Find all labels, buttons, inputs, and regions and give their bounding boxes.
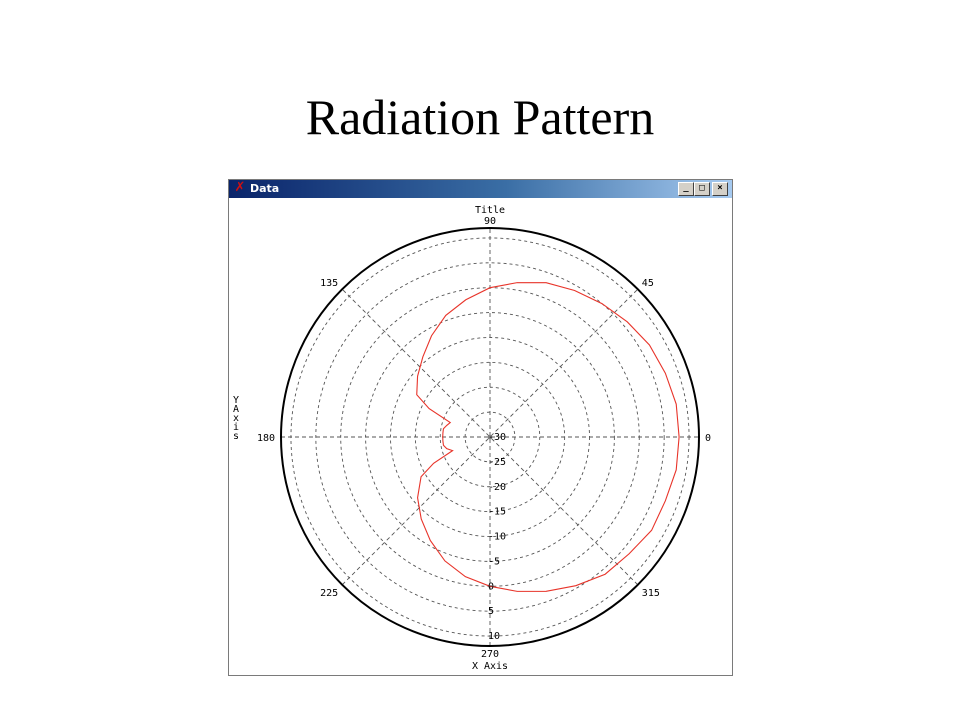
chart-title: Title bbox=[475, 205, 505, 216]
close-icon: × bbox=[717, 183, 723, 193]
tick-labels: 0 45 90 135 180 225 270 315 -30 -25 -20 -15 -10 -5 0 5 1… bbox=[257, 216, 711, 660]
slide-title: Radiation Pattern bbox=[305, 89, 655, 145]
window-title: Data bbox=[250, 182, 280, 195]
close-button[interactable]: × bbox=[712, 182, 728, 196]
x-logo-icon: ✗ bbox=[234, 180, 246, 195]
angle-tick-label: 315 bbox=[642, 588, 660, 599]
pattern-trace-layer bbox=[416, 282, 680, 592]
center-point bbox=[487, 434, 493, 440]
radial-tick-label: -10 bbox=[488, 532, 506, 543]
polar-outline bbox=[280, 227, 700, 647]
angle-tick-label: 135 bbox=[320, 278, 338, 289]
window-titlebar[interactable]: ✗ Data _ □ × bbox=[229, 180, 732, 198]
x-axis-label: X Axis bbox=[472, 661, 508, 672]
minimize-button[interactable]: _ bbox=[678, 182, 694, 196]
angle-tick-label: 45 bbox=[642, 278, 654, 289]
maximize-button[interactable]: □ bbox=[694, 182, 710, 196]
angle-tick-label: 0 bbox=[705, 433, 711, 444]
radial-tick-label: 0 bbox=[488, 581, 494, 592]
angle-tick-label: 270 bbox=[481, 649, 499, 660]
angle-tick-label: 90 bbox=[484, 216, 496, 227]
angle-tick-label: 225 bbox=[320, 588, 338, 599]
radial-tick-label: -5 bbox=[488, 556, 500, 567]
radial-tick-label: -20 bbox=[488, 482, 506, 493]
radial-tick-label: 10 bbox=[488, 631, 500, 642]
radial-tick-label: 5 bbox=[488, 606, 494, 617]
grid-circle bbox=[439, 386, 541, 488]
minimize-icon: _ bbox=[683, 183, 689, 193]
radial-tick-label: -25 bbox=[488, 457, 506, 468]
grid-circle bbox=[315, 262, 665, 612]
radial-tick-label: -30 bbox=[488, 432, 506, 443]
pattern-trace bbox=[416, 282, 680, 592]
angle-tick-label: 180 bbox=[257, 433, 275, 444]
maximize-icon: □ bbox=[699, 183, 705, 193]
radial-tick-label: -15 bbox=[488, 507, 506, 518]
outer-circle bbox=[280, 227, 700, 647]
